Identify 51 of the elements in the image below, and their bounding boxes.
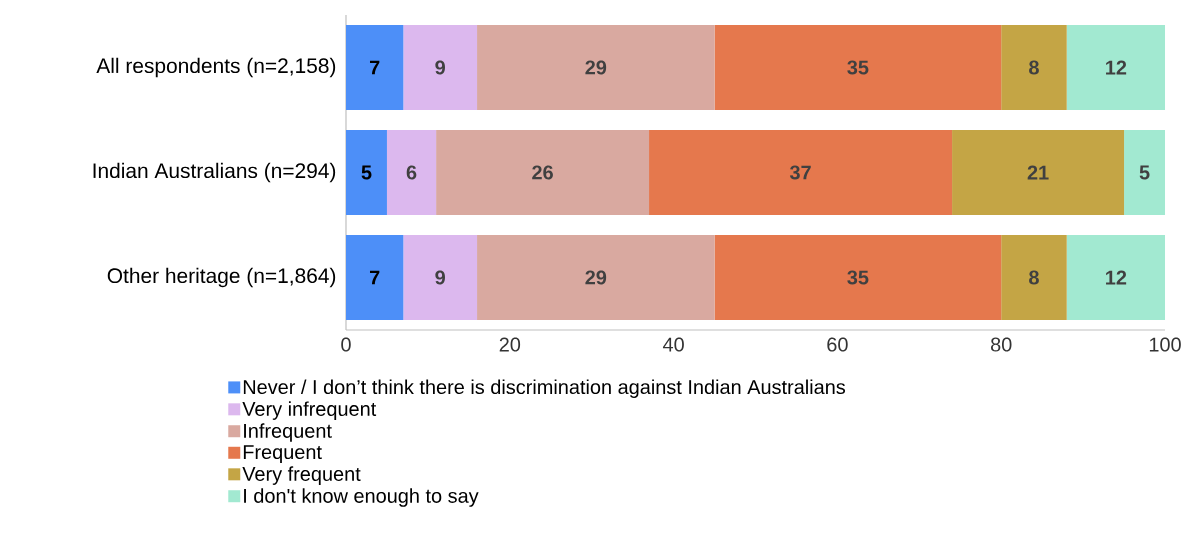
bar — [477, 234, 715, 321]
x-tick-label: 0 — [341, 337, 351, 352]
y-tick-label: All respondents (n=2,158) — [96, 57, 336, 78]
bar — [346, 24, 404, 111]
bar — [649, 129, 953, 216]
bar — [1066, 24, 1166, 111]
bar — [403, 24, 478, 111]
data-label: 29 — [585, 60, 607, 75]
legend-label: Infrequent — [244, 423, 332, 442]
data-label: 35 — [847, 60, 869, 75]
data-label: 12 — [1106, 270, 1127, 285]
legend-label: I don't know enough to say — [244, 488, 479, 507]
bar — [403, 234, 478, 321]
data-label: 21 — [1027, 165, 1049, 180]
bar — [346, 234, 404, 321]
bar — [346, 129, 387, 216]
y-tick-label: Indian Australians (n=294) — [93, 162, 336, 183]
bar — [477, 24, 715, 111]
x-tick-label: 80 — [990, 337, 1012, 352]
data-label: 5 — [1139, 165, 1150, 180]
legend-label: Frequent — [243, 445, 322, 464]
legend-label: Very infrequent — [242, 401, 377, 420]
x-tick-label: 100 — [1149, 337, 1181, 352]
x-tick-label: 60 — [827, 337, 848, 352]
data-label: 7 — [369, 270, 380, 285]
bar — [386, 129, 437, 216]
data-label: 12 — [1106, 60, 1127, 75]
bar — [1066, 234, 1166, 321]
bar — [714, 234, 1002, 321]
data-label: 29 — [585, 270, 607, 285]
data-label: 26 — [532, 165, 553, 180]
data-label: 6 — [406, 165, 417, 180]
bar — [436, 129, 650, 216]
bar — [1001, 24, 1067, 111]
x-tick-label: 40 — [662, 337, 684, 352]
legend-label: Never / I don’t think there is discrimination against Indian Australians — [243, 379, 846, 399]
data-label: 9 — [435, 270, 445, 285]
data-label: 9 — [435, 60, 445, 75]
y-tick-label: Other heritage (n=1,864) — [107, 267, 336, 288]
bar — [1124, 129, 1166, 216]
x-tick-label: 20 — [499, 337, 521, 352]
legend-label: Very frequent — [242, 466, 361, 485]
data-label: 8 — [1029, 270, 1039, 285]
bar — [1001, 234, 1067, 321]
data-label: 7 — [369, 60, 380, 75]
bar — [714, 24, 1002, 111]
bar — [952, 129, 1125, 216]
data-label: 8 — [1029, 60, 1039, 75]
data-label: 5 — [361, 165, 372, 180]
data-label: 35 — [847, 270, 869, 285]
data-label: 37 — [789, 165, 811, 180]
